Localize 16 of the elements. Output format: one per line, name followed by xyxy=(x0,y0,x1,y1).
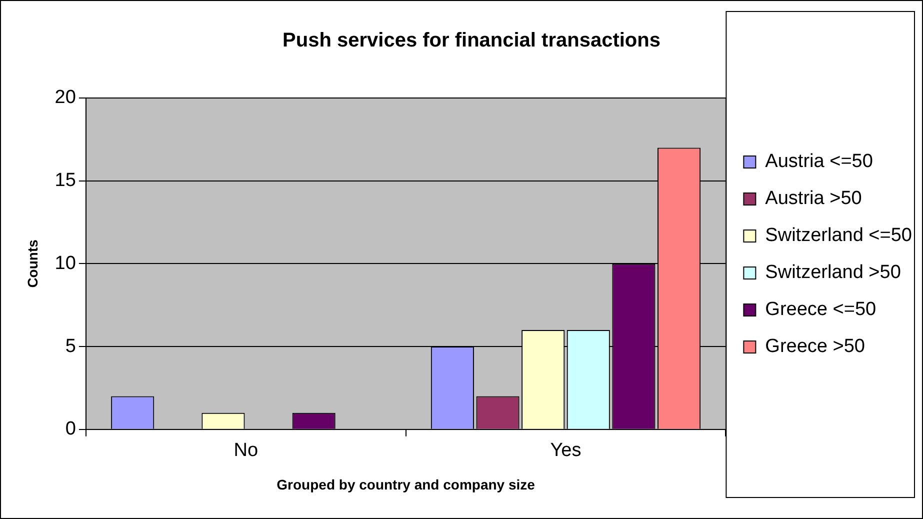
legend-label: Greece >50 xyxy=(765,336,866,358)
x-tick-label: Yes xyxy=(550,440,582,462)
y-axis-title: Counts xyxy=(24,239,40,288)
chart-title: Push services for financial transactions xyxy=(282,30,660,52)
x-tick-label: No xyxy=(234,440,258,462)
legend-label: Switzerland >50 xyxy=(765,262,901,284)
legend-label: Greece <=50 xyxy=(765,299,876,320)
y-tick-label: 15 xyxy=(54,170,76,192)
y-tick-label: 20 xyxy=(54,87,76,108)
x-axis-title: Grouped by country and company size xyxy=(276,476,536,492)
y-tick-label: 10 xyxy=(54,252,76,274)
y-tick-label: 0 xyxy=(65,418,76,440)
legend-label: Austria >50 xyxy=(765,188,862,210)
legend-label: Switzerland <=50 xyxy=(765,225,912,246)
legend-label: Austria <=50 xyxy=(765,151,873,172)
y-tick-label: 5 xyxy=(65,336,76,357)
